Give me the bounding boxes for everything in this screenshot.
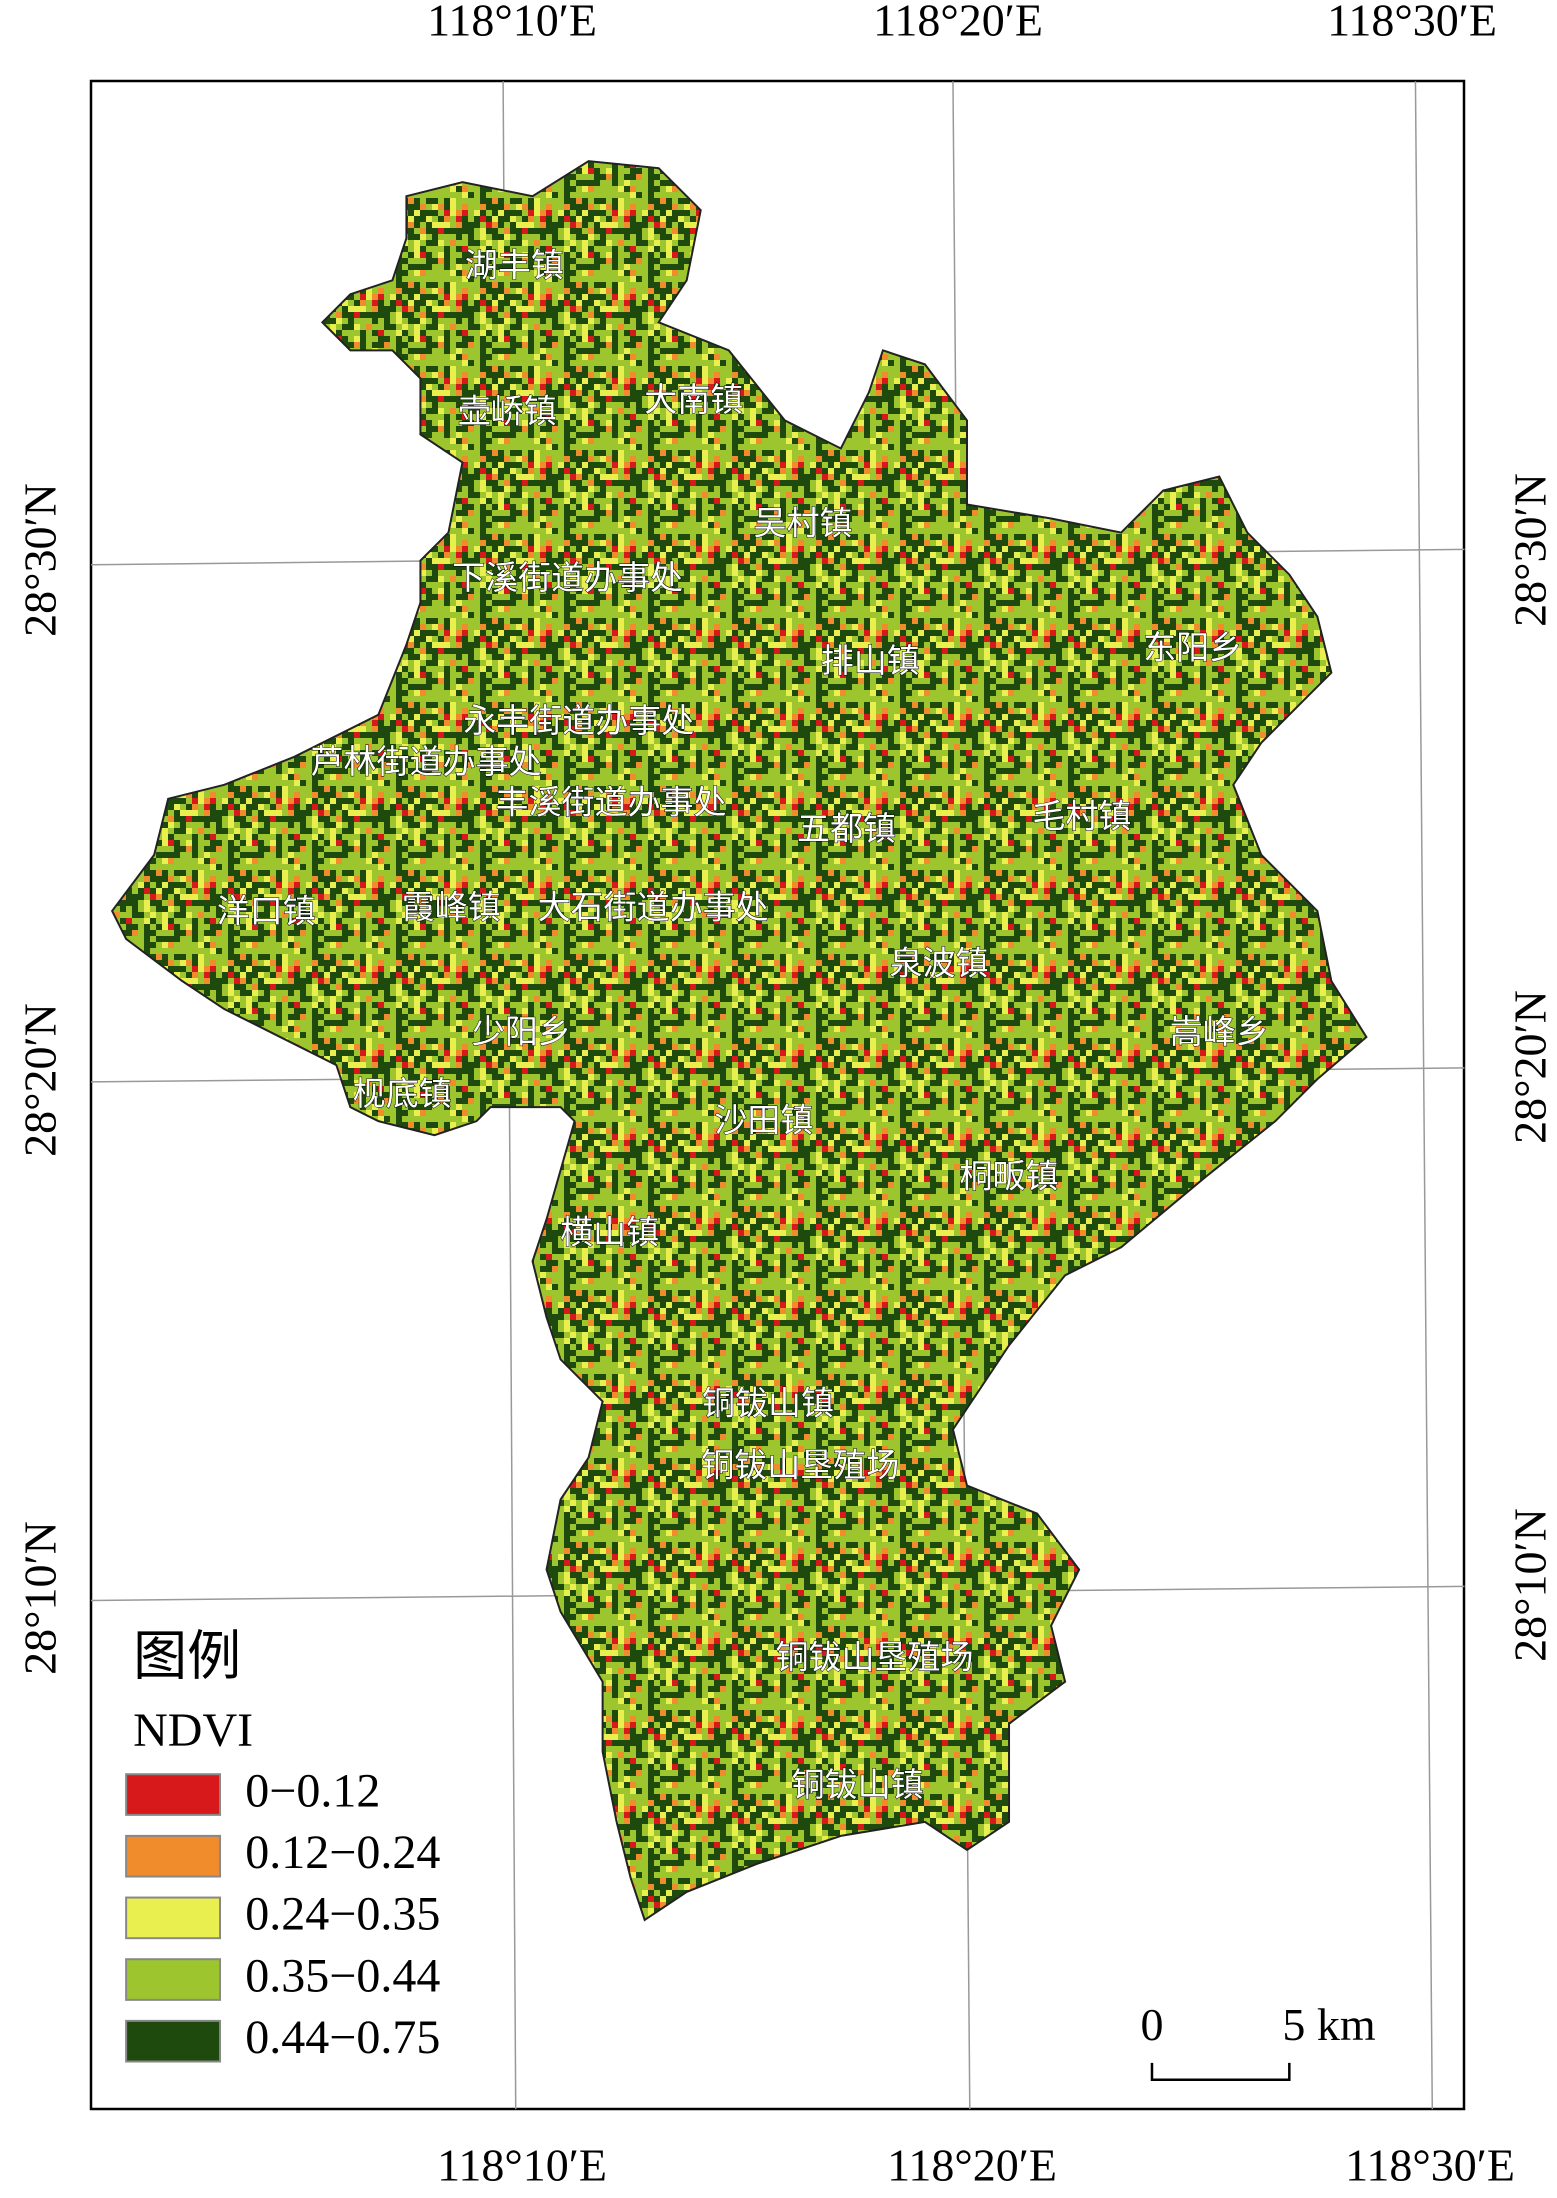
graticule-label: 28°30′N	[1505, 473, 1556, 627]
graticule-label: 28°10′N	[1505, 1508, 1556, 1662]
graticule-label: 118°30′E	[1345, 2140, 1515, 2191]
legend-label: 0.44−0.75	[245, 2011, 440, 2064]
scale-label: 0	[1140, 1999, 1163, 2050]
legend-label: 0.24−0.35	[245, 1888, 440, 1941]
legend-label: 0−0.12	[245, 1764, 380, 1817]
legend-label: 0.12−0.24	[245, 1826, 440, 1879]
graticule-label: 118°20′E	[873, 0, 1043, 46]
legend-swatch	[125, 1896, 222, 1940]
legend-swatch	[125, 1773, 222, 1816]
place-label: 少阳乡	[472, 1015, 571, 1051]
place-label: 湖丰镇	[465, 248, 564, 285]
place-label: 横山镇	[560, 1215, 659, 1252]
scale-label: 5 km	[1282, 1999, 1376, 2050]
scale-bar	[1150, 2062, 1291, 2081]
place-label: 铜钹山垦殖场	[701, 1447, 899, 1484]
legend-swatch	[125, 1958, 222, 2001]
place-label: 霞峰镇	[402, 890, 501, 927]
place-label: 壶峤镇	[458, 393, 557, 430]
place-label: 大南镇	[644, 382, 743, 419]
place-label: 嵩峰乡	[1170, 1014, 1269, 1051]
place-label: 永丰街道办事处	[463, 703, 694, 740]
place-label: 排山镇	[821, 643, 920, 680]
graticule-label: 118°10′E	[437, 2140, 607, 2191]
place-label: 洋口镇	[217, 894, 316, 931]
place-label: 丰溪街道办事处	[496, 784, 727, 821]
place-label: 吴村镇	[754, 506, 853, 543]
place-label: 毛村镇	[1032, 798, 1131, 835]
place-label: 芦林街道办事处	[311, 744, 542, 781]
graticule-line	[1414, 81, 1434, 2110]
graticule-label: 28°20′N	[15, 1003, 66, 1157]
place-label: 铜钹山镇	[702, 1386, 834, 1423]
graticule-label: 28°30′N	[15, 483, 66, 637]
graticule-label: 118°10′E	[427, 0, 597, 46]
place-label: 枧底镇	[353, 1076, 452, 1113]
place-label: 五都镇	[797, 811, 896, 848]
graticule-label: 118°20′E	[887, 2140, 1057, 2191]
graticule-label: 28°10′N	[15, 1521, 66, 1675]
map-frame	[89, 79, 1466, 2111]
legend-swatch	[125, 2019, 222, 2063]
graticule-label: 118°30′E	[1327, 0, 1497, 46]
place-label: 东阳乡	[1143, 630, 1242, 667]
legend-swatch	[125, 1834, 222, 1878]
graticule-label: 28°20′N	[1505, 990, 1556, 1144]
place-label: 沙田镇	[714, 1103, 813, 1140]
place-label: 铜钹山镇	[792, 1767, 924, 1804]
place-label: 铜钹山垦殖场	[775, 1639, 973, 1676]
legend-subtitle: NDVI	[133, 1704, 253, 1757]
place-label: 大石街道办事处	[538, 890, 769, 927]
legend-label: 0.35−0.44	[245, 1949, 440, 2002]
place-label: 下溪街道办事处	[452, 560, 683, 597]
place-label: 泉波镇	[889, 946, 988, 983]
place-label: 桐畈镇	[960, 1159, 1059, 1196]
legend-title: 图例	[133, 1626, 241, 1686]
study-area	[110, 160, 1368, 1922]
